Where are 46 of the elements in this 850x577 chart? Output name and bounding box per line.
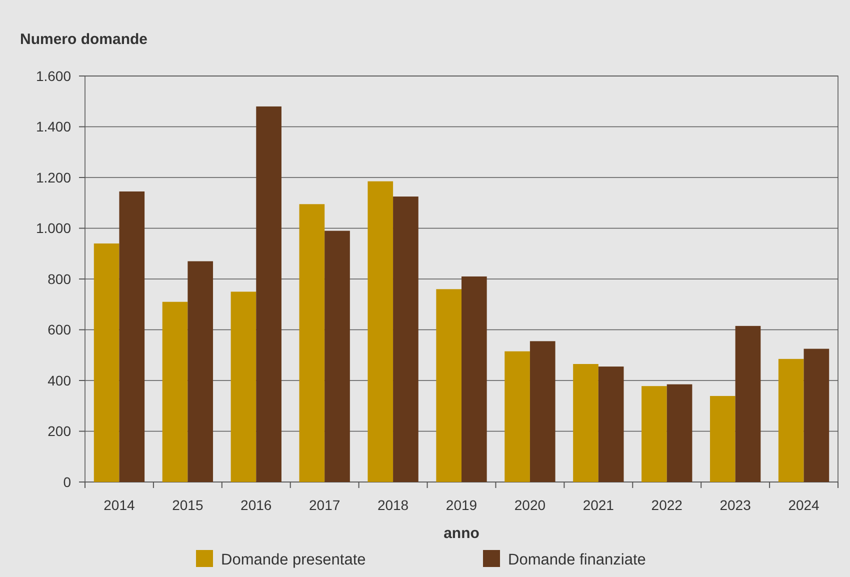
bar (119, 191, 145, 482)
x-tick-label: 2021 (582, 497, 614, 513)
bar (573, 364, 598, 482)
x-tick-label: 2022 (651, 497, 683, 513)
y-tick-label: 1.200 (36, 169, 72, 186)
x-tick-label: 2015 (172, 497, 204, 513)
bar (598, 366, 624, 482)
x-tick-label: 2014 (104, 497, 136, 513)
y-tick-label: 1.600 (36, 68, 72, 84)
bar (368, 181, 394, 482)
bar (436, 289, 462, 482)
bar (666, 384, 692, 482)
bar (778, 358, 804, 482)
bar (504, 351, 530, 482)
x-tick-label: 2024 (788, 497, 820, 513)
bar (188, 261, 214, 482)
bar (230, 292, 256, 482)
bar (530, 341, 556, 482)
legend-label: Domande presentate (221, 551, 366, 568)
x-tick-label: 2017 (309, 497, 340, 513)
y-tick-label: 1.400 (36, 118, 72, 135)
y-tick-label: 400 (48, 372, 72, 388)
x-tick-label: 2019 (446, 497, 478, 513)
y-tick-label: 800 (48, 270, 72, 287)
bar (804, 348, 830, 482)
bar (710, 396, 736, 482)
x-tick-label: 2018 (377, 497, 409, 513)
bar (393, 196, 418, 482)
y-tick-label: 600 (48, 322, 72, 338)
bar (162, 302, 188, 482)
bar (735, 326, 761, 482)
x-axis-title: anno (444, 525, 480, 542)
y-tick-label: 1.000 (36, 220, 72, 236)
y-axis-title: Numero domande (20, 31, 148, 48)
y-tick-label: 0 (63, 474, 72, 490)
x-tick-label: 2020 (514, 497, 546, 513)
bar (324, 230, 350, 482)
bar (256, 106, 282, 482)
x-tick-label: 2016 (240, 497, 272, 513)
legend-label: Domande finanziate (508, 551, 646, 568)
y-tick-label: 200 (48, 423, 72, 440)
bar (462, 276, 487, 482)
x-tick-label: 2023 (720, 497, 752, 513)
bar (94, 243, 120, 482)
bar (642, 386, 667, 482)
bar (299, 204, 325, 482)
